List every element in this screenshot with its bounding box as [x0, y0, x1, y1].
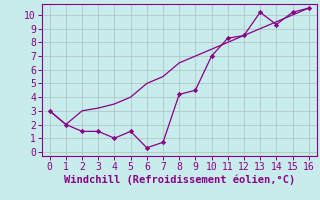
X-axis label: Windchill (Refroidissement éolien,°C): Windchill (Refroidissement éolien,°C): [64, 174, 295, 185]
